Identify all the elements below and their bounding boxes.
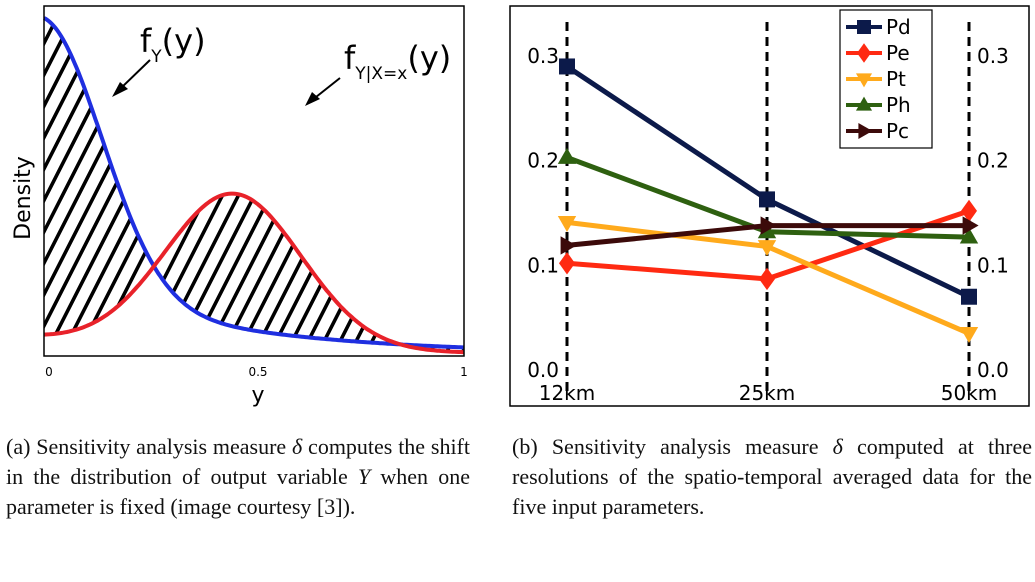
x-tick-label: 12km [539, 381, 596, 405]
data-point-pc [962, 216, 979, 235]
y-tick-label-right: 0.2 [977, 149, 1009, 173]
data-point-pd [961, 288, 977, 305]
figure-canvas: Density y 0 0.5 1 fY(y) fY|X=x(y) 0.0 0.0… [11, 5, 1030, 408]
data-point-ph [557, 147, 577, 164]
legend-label: Pt [886, 67, 906, 91]
x-tick-label: 25km [739, 381, 796, 405]
x-tick-label: 50km [941, 381, 998, 405]
y-tick-label-left: 0.0 [527, 358, 559, 382]
panel-a-xtick: 0.5 [248, 365, 267, 379]
legend-label: Pe [886, 41, 910, 65]
legend-item-ph: Ph [846, 93, 911, 117]
data-point-pe [559, 252, 575, 275]
caption-b: (b) Sensitivity analysis measure δ compu… [512, 434, 1032, 519]
data-point-pc [560, 236, 577, 255]
panel-a-xtick: 0 [45, 365, 53, 379]
panel-a-frame [43, 5, 465, 357]
data-point-pd [559, 58, 575, 75]
legend-item-pt: Pt [846, 67, 906, 91]
panel-a-xtick: 1 [460, 365, 468, 379]
y-tick-label-left: 0.1 [527, 253, 559, 277]
legend-marker-pe [857, 43, 871, 63]
label-conditional-density: fY|X=x(y) [344, 39, 451, 84]
panel-a-xlabel: y [251, 383, 264, 408]
panel-a: Density y 0 0.5 1 fY(y) fY|X=x(y) [11, 5, 468, 408]
data-point-pt [959, 326, 979, 343]
data-point-ph [959, 227, 979, 244]
y-tick-label-left: 0.2 [527, 149, 559, 173]
data-point-pd [759, 191, 775, 208]
data-point-pt [557, 216, 577, 233]
pointer-arrow-conditional [305, 77, 341, 106]
legend-label: Pc [886, 119, 909, 143]
y-tick-label-right: 0.0 [977, 358, 1009, 382]
data-point-pc [760, 216, 777, 235]
legend-item-pd: Pd [846, 15, 911, 39]
legend-marker-pc [858, 122, 873, 140]
data-point-pe [759, 267, 775, 291]
legend-marker-pd [857, 20, 871, 34]
y-tick-label-right: 0.1 [977, 253, 1009, 277]
y-tick-label-left: 0.3 [527, 44, 559, 68]
panel-a-ylabel: Density [11, 156, 36, 240]
legend-item-pc: Pc [846, 119, 909, 143]
data-point-pt [757, 240, 777, 257]
legend-item-pe: Pe [846, 41, 910, 65]
legend-label: Pd [886, 15, 911, 39]
label-marginal-density: fY(y) [140, 22, 206, 67]
hatched-difference-area [44, 18, 464, 353]
legend-marker-pt [855, 73, 873, 88]
conditional-density-curve [43, 191, 465, 355]
caption-a: (a) Sensitivity analysis measure δ compu… [6, 434, 470, 519]
legend-label: Ph [886, 93, 911, 117]
data-point-pe [961, 199, 977, 223]
pointer-arrow-marginal [112, 59, 151, 97]
legend-marker-ph [855, 96, 873, 111]
panel-b-frame [509, 5, 1030, 407]
y-tick-label-right: 0.3 [977, 44, 1009, 68]
